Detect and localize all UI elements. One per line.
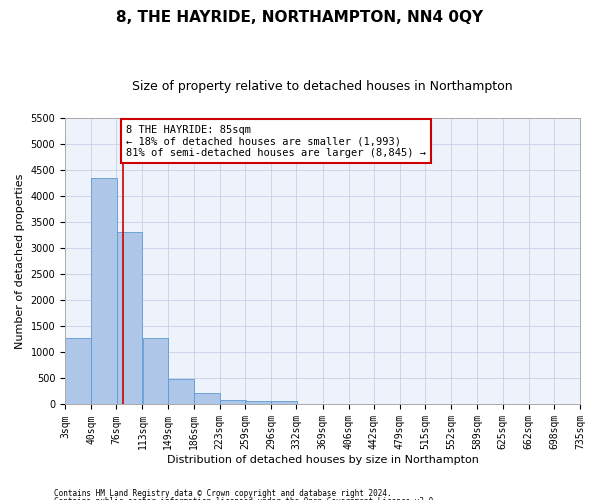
Bar (194, 393, 220, 404)
Bar (271, 401, 297, 404)
Text: Contains public sector information licensed under the Open Government Licence v3: Contains public sector information licen… (54, 497, 438, 500)
Text: 8 THE HAYRIDE: 85sqm
← 18% of detached houses are smaller (1,993)
81% of semi-de: 8 THE HAYRIDE: 85sqm ← 18% of detached h… (126, 124, 426, 158)
Bar (116, 232, 142, 404)
Bar (143, 338, 168, 404)
Bar (245, 400, 271, 404)
Bar (168, 379, 194, 404)
Y-axis label: Number of detached properties: Number of detached properties (15, 174, 25, 349)
Bar (220, 400, 245, 404)
Title: Size of property relative to detached houses in Northampton: Size of property relative to detached ho… (132, 80, 513, 93)
X-axis label: Distribution of detached houses by size in Northampton: Distribution of detached houses by size … (167, 455, 478, 465)
Text: 8, THE HAYRIDE, NORTHAMPTON, NN4 0QY: 8, THE HAYRIDE, NORTHAMPTON, NN4 0QY (116, 10, 484, 25)
Bar (91, 178, 117, 404)
Text: Contains HM Land Registry data © Crown copyright and database right 2024.: Contains HM Land Registry data © Crown c… (54, 488, 392, 498)
Bar (65, 338, 91, 404)
